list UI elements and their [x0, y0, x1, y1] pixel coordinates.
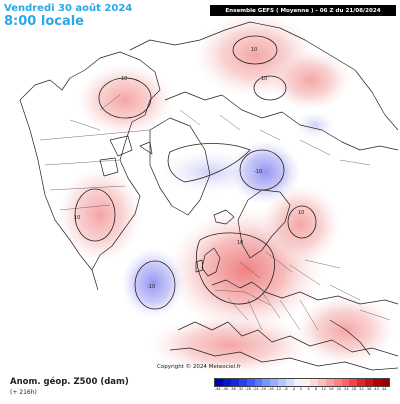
colorbar-cell: [341, 379, 350, 386]
colorbar-tick-labels: -44 -40 -36 -32 -28 -24 -20 -16 -12 -8 -4 0 4 8 12 16 20…: [214, 387, 388, 395]
contour-label: -10: [254, 169, 262, 175]
contour-line: [134, 260, 176, 310]
positive-anomaly-area: [77, 64, 173, 136]
colorbar-tick: -40: [222, 387, 229, 391]
contour-label: 10: [298, 210, 304, 216]
colorbar-tick: 24: [344, 387, 349, 391]
arctic-islands: [99, 135, 153, 177]
colorbar-cell: [301, 379, 310, 386]
colorbar-tick: -24: [252, 387, 259, 391]
colorbar-cell: [215, 379, 223, 386]
colorbar-cell: [309, 379, 318, 386]
colorbar-tick: 40: [374, 387, 379, 391]
colorbar-cell: [230, 379, 239, 386]
positive-anomaly-area: [150, 315, 310, 375]
colorbar-cell: [294, 379, 302, 386]
colorbar-cell: [246, 379, 255, 386]
anomaly-contours: [74, 35, 317, 310]
colorbar-cell: [325, 379, 334, 386]
forecast-time: 8:00 locale: [4, 14, 84, 29]
colorbar-tick: 12: [321, 387, 326, 391]
contour-labels: 10 10 10 -10 10 10 10 -10: [74, 47, 304, 290]
colorbar-cell: [381, 379, 389, 386]
mediterranean-coast: [177, 321, 399, 357]
positive-anomaly-area: [58, 167, 142, 263]
country-borders: [39, 94, 391, 331]
colorbar-tick: 36: [366, 387, 372, 391]
contour-label: 10: [251, 47, 257, 53]
positive-anomaly-area: [260, 185, 340, 265]
colorbar-tick: 32: [359, 387, 364, 391]
contour-line: [253, 75, 287, 101]
colorbar-tick: 4: [307, 387, 310, 391]
colorbar-tick: -32: [237, 387, 244, 391]
positive-anomaly-area: [295, 295, 395, 365]
colorbar-tick: -28: [245, 387, 251, 391]
contour-label: 10: [74, 215, 80, 221]
contour-line: [74, 188, 116, 242]
iceland-coast: [213, 209, 235, 225]
colorbar-cell: [349, 379, 358, 386]
scandinavia-coast: [237, 189, 291, 259]
arabia-coast: [329, 319, 371, 356]
contour-line: [167, 143, 251, 183]
contour-line: [239, 149, 285, 191]
africa-coast: [169, 347, 399, 371]
colorbar-cell: [270, 379, 279, 386]
asia-east-coast: [129, 21, 399, 131]
anomaly-shading: [58, 13, 395, 375]
contour-label: 10: [261, 76, 267, 82]
contour-label: 10: [121, 76, 127, 82]
colorbar-tick: -8: [284, 387, 288, 391]
colorbar-tick: 16: [328, 387, 334, 391]
contour-label: 10: [237, 240, 243, 246]
contour-label: -10: [147, 284, 155, 290]
colorbar-tick: -20: [260, 387, 267, 391]
colorbar-tick: 44: [381, 387, 387, 391]
colorbar-cell: [333, 379, 342, 386]
negative-anomaly-area: [229, 140, 301, 204]
colorbar-cell: [286, 379, 295, 386]
colorbar-tick: 8: [314, 387, 318, 391]
contour-line: [98, 77, 152, 119]
contour-line: [287, 205, 317, 239]
colorbar-tick: -44: [214, 387, 221, 391]
legend-title: Anom. géop. Z500 (dam): [10, 377, 129, 387]
europe-coast: [211, 279, 399, 305]
negative-anomaly-area: [160, 150, 260, 194]
colorbar: [214, 378, 390, 387]
forecast-lead-time: (+ 216h): [10, 389, 37, 396]
north-america-west-coast: [19, 99, 93, 271]
colorbar-tick: -4: [291, 387, 296, 391]
colorbar-cell: [222, 379, 231, 386]
colorbar-cell: [262, 379, 271, 386]
colorbar-tick: 20: [336, 387, 342, 391]
border-lines: [39, 94, 391, 331]
contour-line: [196, 232, 276, 305]
colorbar-cell: [365, 379, 374, 386]
positive-anomaly-area: [270, 50, 350, 110]
colorbar-tick: 0: [299, 387, 303, 391]
colorbar-cell: [373, 379, 382, 386]
colorbar-tick: -12: [275, 387, 282, 391]
colorbar-cell: [357, 379, 366, 386]
negative-anomaly-area: [121, 248, 185, 318]
british-isles-coast: [195, 247, 221, 277]
colorbar-cell: [278, 379, 287, 386]
contour-line: [232, 35, 278, 65]
forecast-date: Vendredi 30 août 2024: [4, 3, 133, 14]
colorbar-cell: [254, 379, 263, 386]
colorbar-cell: [238, 379, 247, 386]
colorbar-tick: -16: [267, 387, 274, 391]
colorbar-cell: [317, 379, 326, 386]
model-run-banner: Ensemble GEFS ( Moyenne ) - 06 Z du 21/0…: [210, 5, 396, 16]
colorbar-tick: -36: [229, 387, 236, 391]
siberia-coast: [164, 91, 399, 151]
copyright-notice: Copyright © 2024 Meteociel.fr: [156, 364, 243, 370]
greenland-coast: [149, 117, 211, 216]
colorbar-tick: 28: [351, 387, 357, 391]
